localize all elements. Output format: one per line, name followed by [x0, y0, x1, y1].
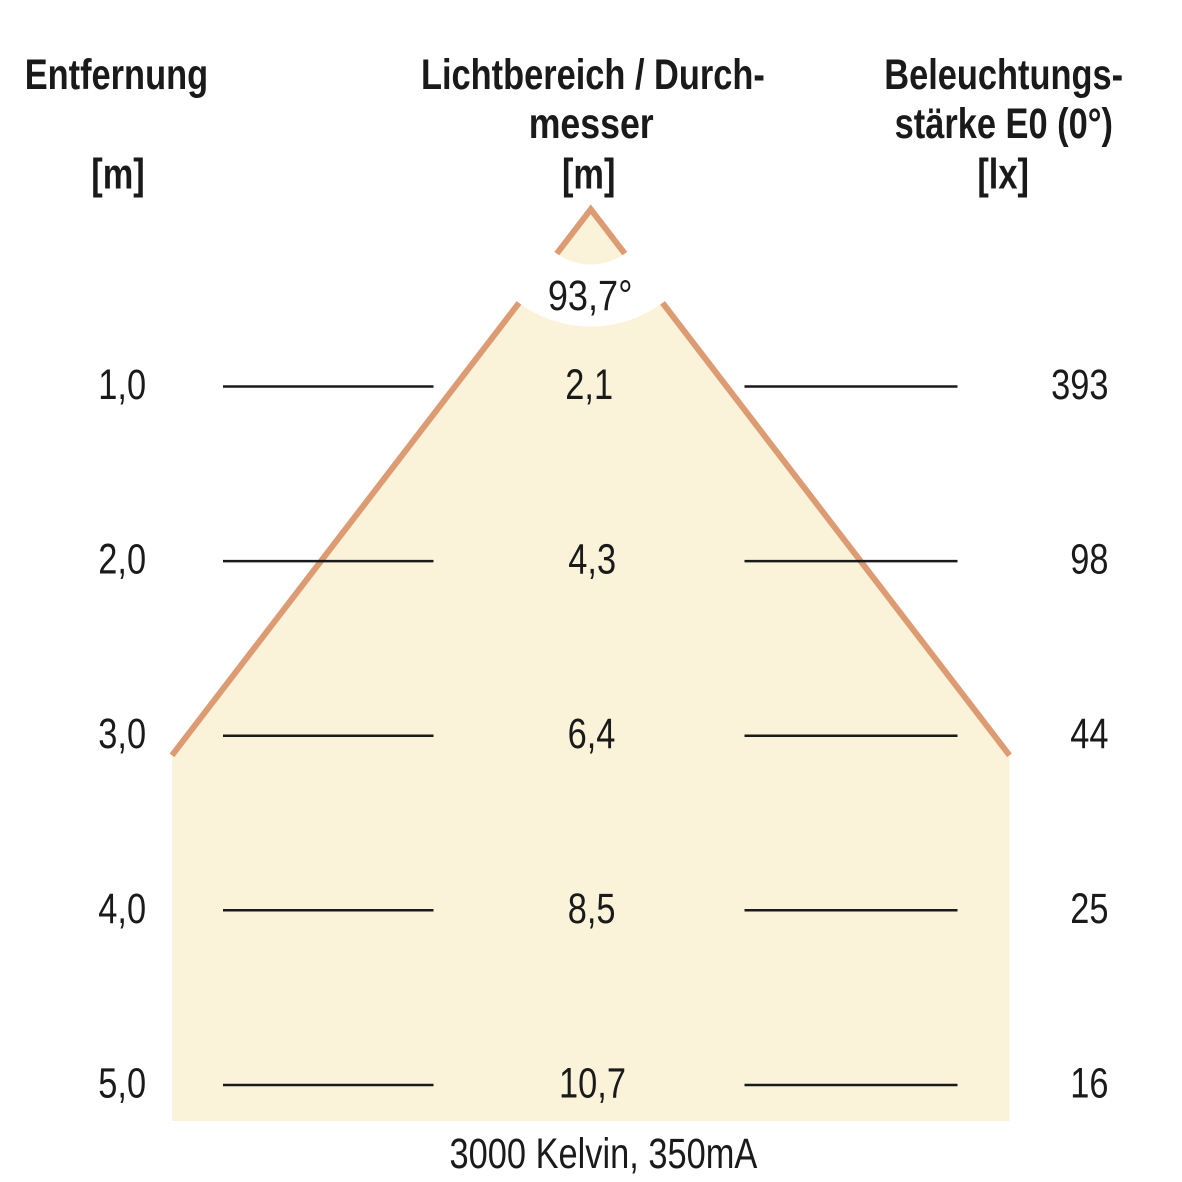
svg-text:[m]: [m] [562, 151, 615, 198]
svg-text:16: 16 [1070, 1060, 1108, 1107]
svg-text:Entfernung: Entfernung [25, 51, 208, 98]
svg-text:stärke E0 (0°): stärke E0 (0°) [895, 101, 1113, 148]
svg-text:4,0: 4,0 [98, 885, 146, 932]
svg-text:44: 44 [1070, 711, 1108, 758]
svg-text:2,1: 2,1 [565, 361, 613, 408]
svg-text:messer: messer [529, 100, 654, 148]
svg-text:5,0: 5,0 [98, 1060, 146, 1107]
svg-text:8,5: 8,5 [568, 885, 616, 932]
svg-text:4,3: 4,3 [568, 536, 616, 583]
svg-text:1,0: 1,0 [98, 361, 146, 408]
svg-text:[lx]: [lx] [977, 151, 1029, 198]
svg-text:10,7: 10,7 [559, 1060, 626, 1107]
svg-text:6,4: 6,4 [568, 711, 616, 758]
svg-text:393: 393 [1051, 361, 1108, 408]
svg-text:3,0: 3,0 [98, 711, 146, 758]
svg-text:Lichtbereich / Durch-: Lichtbereich / Durch- [421, 51, 765, 98]
svg-text:2,0: 2,0 [98, 536, 146, 583]
svg-text:3000 Kelvin, 350mA: 3000 Kelvin, 350mA [450, 1130, 758, 1177]
svg-text:93,7°: 93,7° [548, 272, 633, 320]
svg-text:25: 25 [1070, 885, 1108, 932]
svg-text:[m]: [m] [91, 151, 144, 198]
svg-text:98: 98 [1070, 536, 1108, 583]
svg-text:Beleuchtungs-: Beleuchtungs- [884, 51, 1123, 98]
